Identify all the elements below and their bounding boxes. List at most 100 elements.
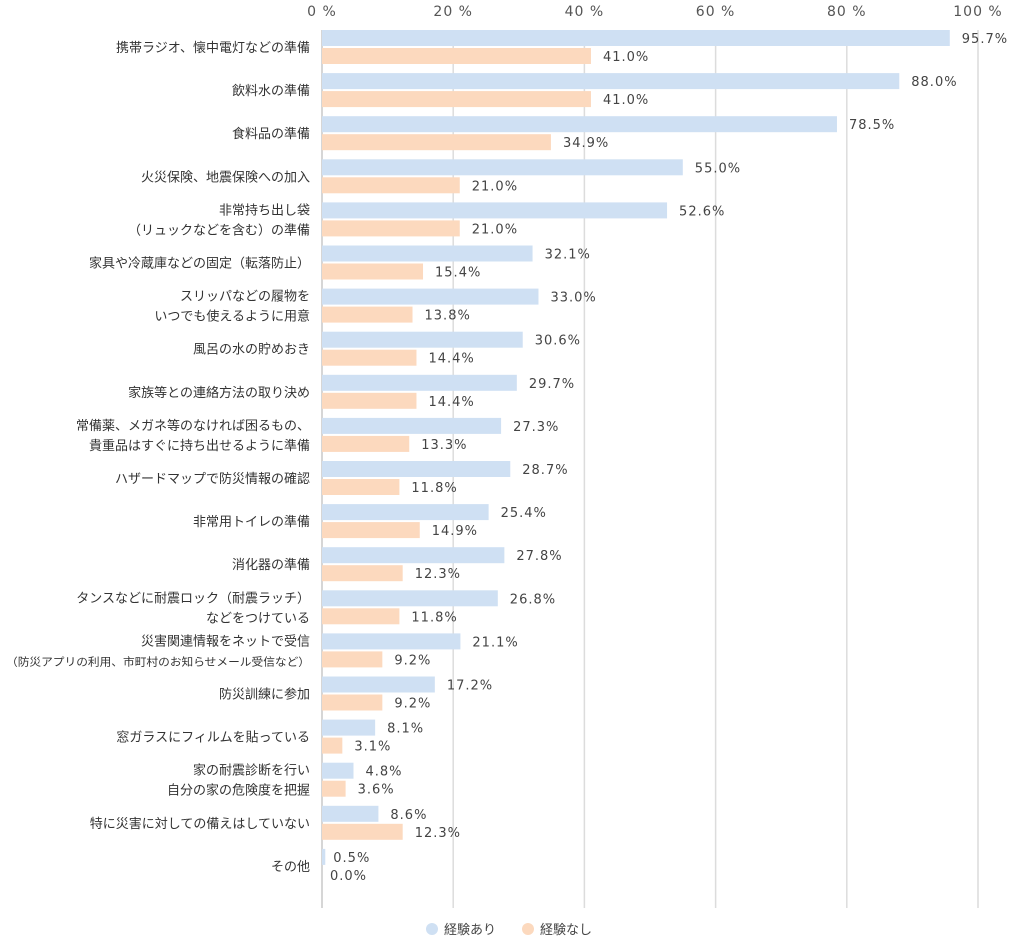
bar-experienced-0 — [322, 30, 950, 46]
bar-not-experienced-5 — [322, 263, 424, 280]
grid-lines — [321, 30, 979, 908]
value-label-experienced-8: 29.7% — [529, 377, 575, 392]
value-label-experienced-14: 21.1% — [472, 635, 518, 650]
value-label-not-experienced-7: 14.4% — [428, 352, 474, 367]
value-label-not-experienced-14: 9.2% — [394, 653, 431, 668]
bar-experienced-14 — [322, 633, 461, 650]
category-label-13-line-0: タンスなどに耐震ロック（耐震ラッチ） — [76, 591, 310, 606]
value-label-experienced-3: 55.0% — [695, 161, 741, 176]
bar-experienced-3 — [322, 159, 683, 176]
category-label-5: 家具や冷蔵庫などの固定（転落防止） — [89, 256, 310, 272]
tick-label-80: 80 % — [827, 4, 867, 20]
legend: 経験あり 経験なし — [426, 923, 592, 938]
category-label-6-line-1: いつでも使えるように用意 — [154, 309, 310, 325]
value-label-experienced-1: 88.0% — [911, 75, 957, 90]
value-label-experienced-19: 0.5% — [333, 851, 370, 866]
value-label-not-experienced-19: 0.0% — [330, 869, 367, 884]
category-label-16: 窓ガラスにフィルムを貼っている — [116, 730, 310, 746]
tick-label-100: 100 % — [953, 4, 1002, 20]
value-label-not-experienced-1: 41.0% — [603, 93, 649, 108]
category-label-19: その他 — [271, 860, 310, 875]
bar-experienced-9 — [322, 417, 502, 434]
value-label-experienced-6: 33.0% — [550, 291, 596, 306]
value-label-not-experienced-16: 3.1% — [354, 740, 391, 755]
category-label-14-line-1: （防災アプリの利用、市町村のお知らせメール受信など） — [6, 654, 310, 668]
bar-experienced-6 — [322, 288, 539, 305]
bar-experienced-17 — [322, 762, 354, 779]
tick-label-0: 0 % — [307, 4, 337, 20]
value-label-experienced-2: 78.5% — [849, 118, 895, 133]
category-label-3: 火災保険、地震保険への加入 — [141, 170, 310, 185]
category-label-1: 飲料水の準備 — [232, 83, 310, 99]
bar-experienced-13 — [322, 590, 498, 607]
category-label-11: 非常用トイレの準備 — [193, 514, 310, 530]
value-label-not-experienced-13: 11.8% — [411, 610, 457, 625]
value-label-not-experienced-0: 41.0% — [603, 50, 649, 65]
category-label-6-line-0: スリッパなどの履物を — [180, 290, 310, 305]
legend-swatch-experienced — [426, 923, 438, 935]
bar-not-experienced-7 — [322, 349, 417, 366]
bar-not-experienced-11 — [322, 522, 420, 539]
tick-label-40: 40 % — [565, 4, 605, 20]
bar-experienced-10 — [322, 461, 511, 477]
category-label-8: 家族等との連絡方法の取り決め — [128, 385, 310, 401]
value-label-experienced-7: 30.6% — [535, 334, 581, 349]
value-label-not-experienced-2: 34.9% — [563, 136, 609, 151]
bar-not-experienced-6 — [322, 306, 413, 323]
bar-not-experienced-9 — [322, 435, 410, 452]
bar-experienced-15 — [322, 676, 435, 693]
tick-label-20: 20 % — [433, 4, 473, 20]
bar-not-experienced-3 — [322, 177, 460, 194]
bar-experienced-5 — [322, 245, 533, 262]
category-label-17-line-0: 家の耐震診断を行い — [193, 763, 310, 779]
category-label-14-line-0: 災害関連情報をネットで受信 — [141, 633, 310, 649]
bar-not-experienced-18 — [322, 823, 403, 840]
legend-label-not-experienced: 経験なし — [540, 923, 592, 938]
category-label-7: 風呂の水の貯めおき — [193, 343, 310, 358]
bar-not-experienced-2 — [322, 134, 551, 151]
value-label-not-experienced-15: 9.2% — [394, 697, 431, 712]
value-labels: 95.7% 41.0% 88.0% 41.0% 78.5% 34.9% 55.0% 21.0%… — [330, 32, 1008, 884]
bar-experienced-7 — [322, 331, 523, 348]
value-label-not-experienced-18: 12.3% — [415, 826, 461, 841]
value-label-experienced-9: 27.3% — [513, 420, 559, 435]
value-label-not-experienced-3: 21.0% — [472, 179, 518, 194]
value-label-experienced-17: 4.8% — [365, 765, 402, 780]
category-label-9-line-0: 常備薬、メガネ等のなければ困るもの、 — [76, 418, 310, 434]
x-axis-tick-labels: 0 % 20 % 40 % 60 % 80 % 100 % — [307, 4, 1002, 20]
bar-experienced-4 — [322, 202, 668, 219]
bar-experienced-1 — [322, 73, 900, 90]
value-label-not-experienced-10: 11.8% — [411, 481, 457, 496]
bar-experienced-12 — [322, 547, 505, 564]
bar-not-experienced-13 — [322, 608, 400, 625]
value-label-experienced-12: 27.8% — [516, 549, 562, 564]
bar-not-experienced-1 — [322, 91, 591, 108]
category-label-17-line-1: 自分の家の危険度を把握 — [167, 783, 310, 799]
value-label-experienced-18: 8.6% — [390, 808, 427, 823]
value-label-experienced-15: 17.2% — [447, 679, 493, 694]
bar-not-experienced-14 — [322, 651, 383, 668]
value-label-experienced-0: 95.7% — [962, 32, 1008, 47]
bar-not-experienced-10 — [322, 479, 400, 495]
bar-not-experienced-15 — [322, 694, 383, 711]
bar-experienced-11 — [322, 504, 489, 521]
value-label-not-experienced-5: 15.4% — [435, 266, 481, 281]
value-label-not-experienced-17: 3.6% — [358, 783, 395, 798]
bar-experienced-18 — [322, 805, 379, 822]
value-label-not-experienced-11: 14.9% — [432, 524, 478, 539]
value-label-experienced-16: 8.1% — [387, 722, 424, 737]
bar-experienced-8 — [322, 374, 517, 391]
category-label-4-line-1: （リュックなどを含む）の準備 — [128, 222, 310, 238]
bar-not-experienced-12 — [322, 565, 403, 582]
value-label-experienced-4: 52.6% — [679, 204, 725, 219]
bar-experienced-19 — [322, 848, 326, 865]
value-label-not-experienced-8: 14.4% — [428, 395, 474, 410]
category-label-9-line-1: 貴重品はすぐに持ち出せるように準備 — [89, 438, 310, 454]
category-label-2: 食料品の準備 — [232, 126, 310, 142]
bar-experienced-16 — [322, 719, 376, 736]
bar-not-experienced-0 — [322, 48, 591, 64]
value-label-experienced-11: 25.4% — [501, 506, 547, 521]
bar-not-experienced-17 — [322, 780, 346, 797]
bar-not-experienced-16 — [322, 737, 343, 754]
